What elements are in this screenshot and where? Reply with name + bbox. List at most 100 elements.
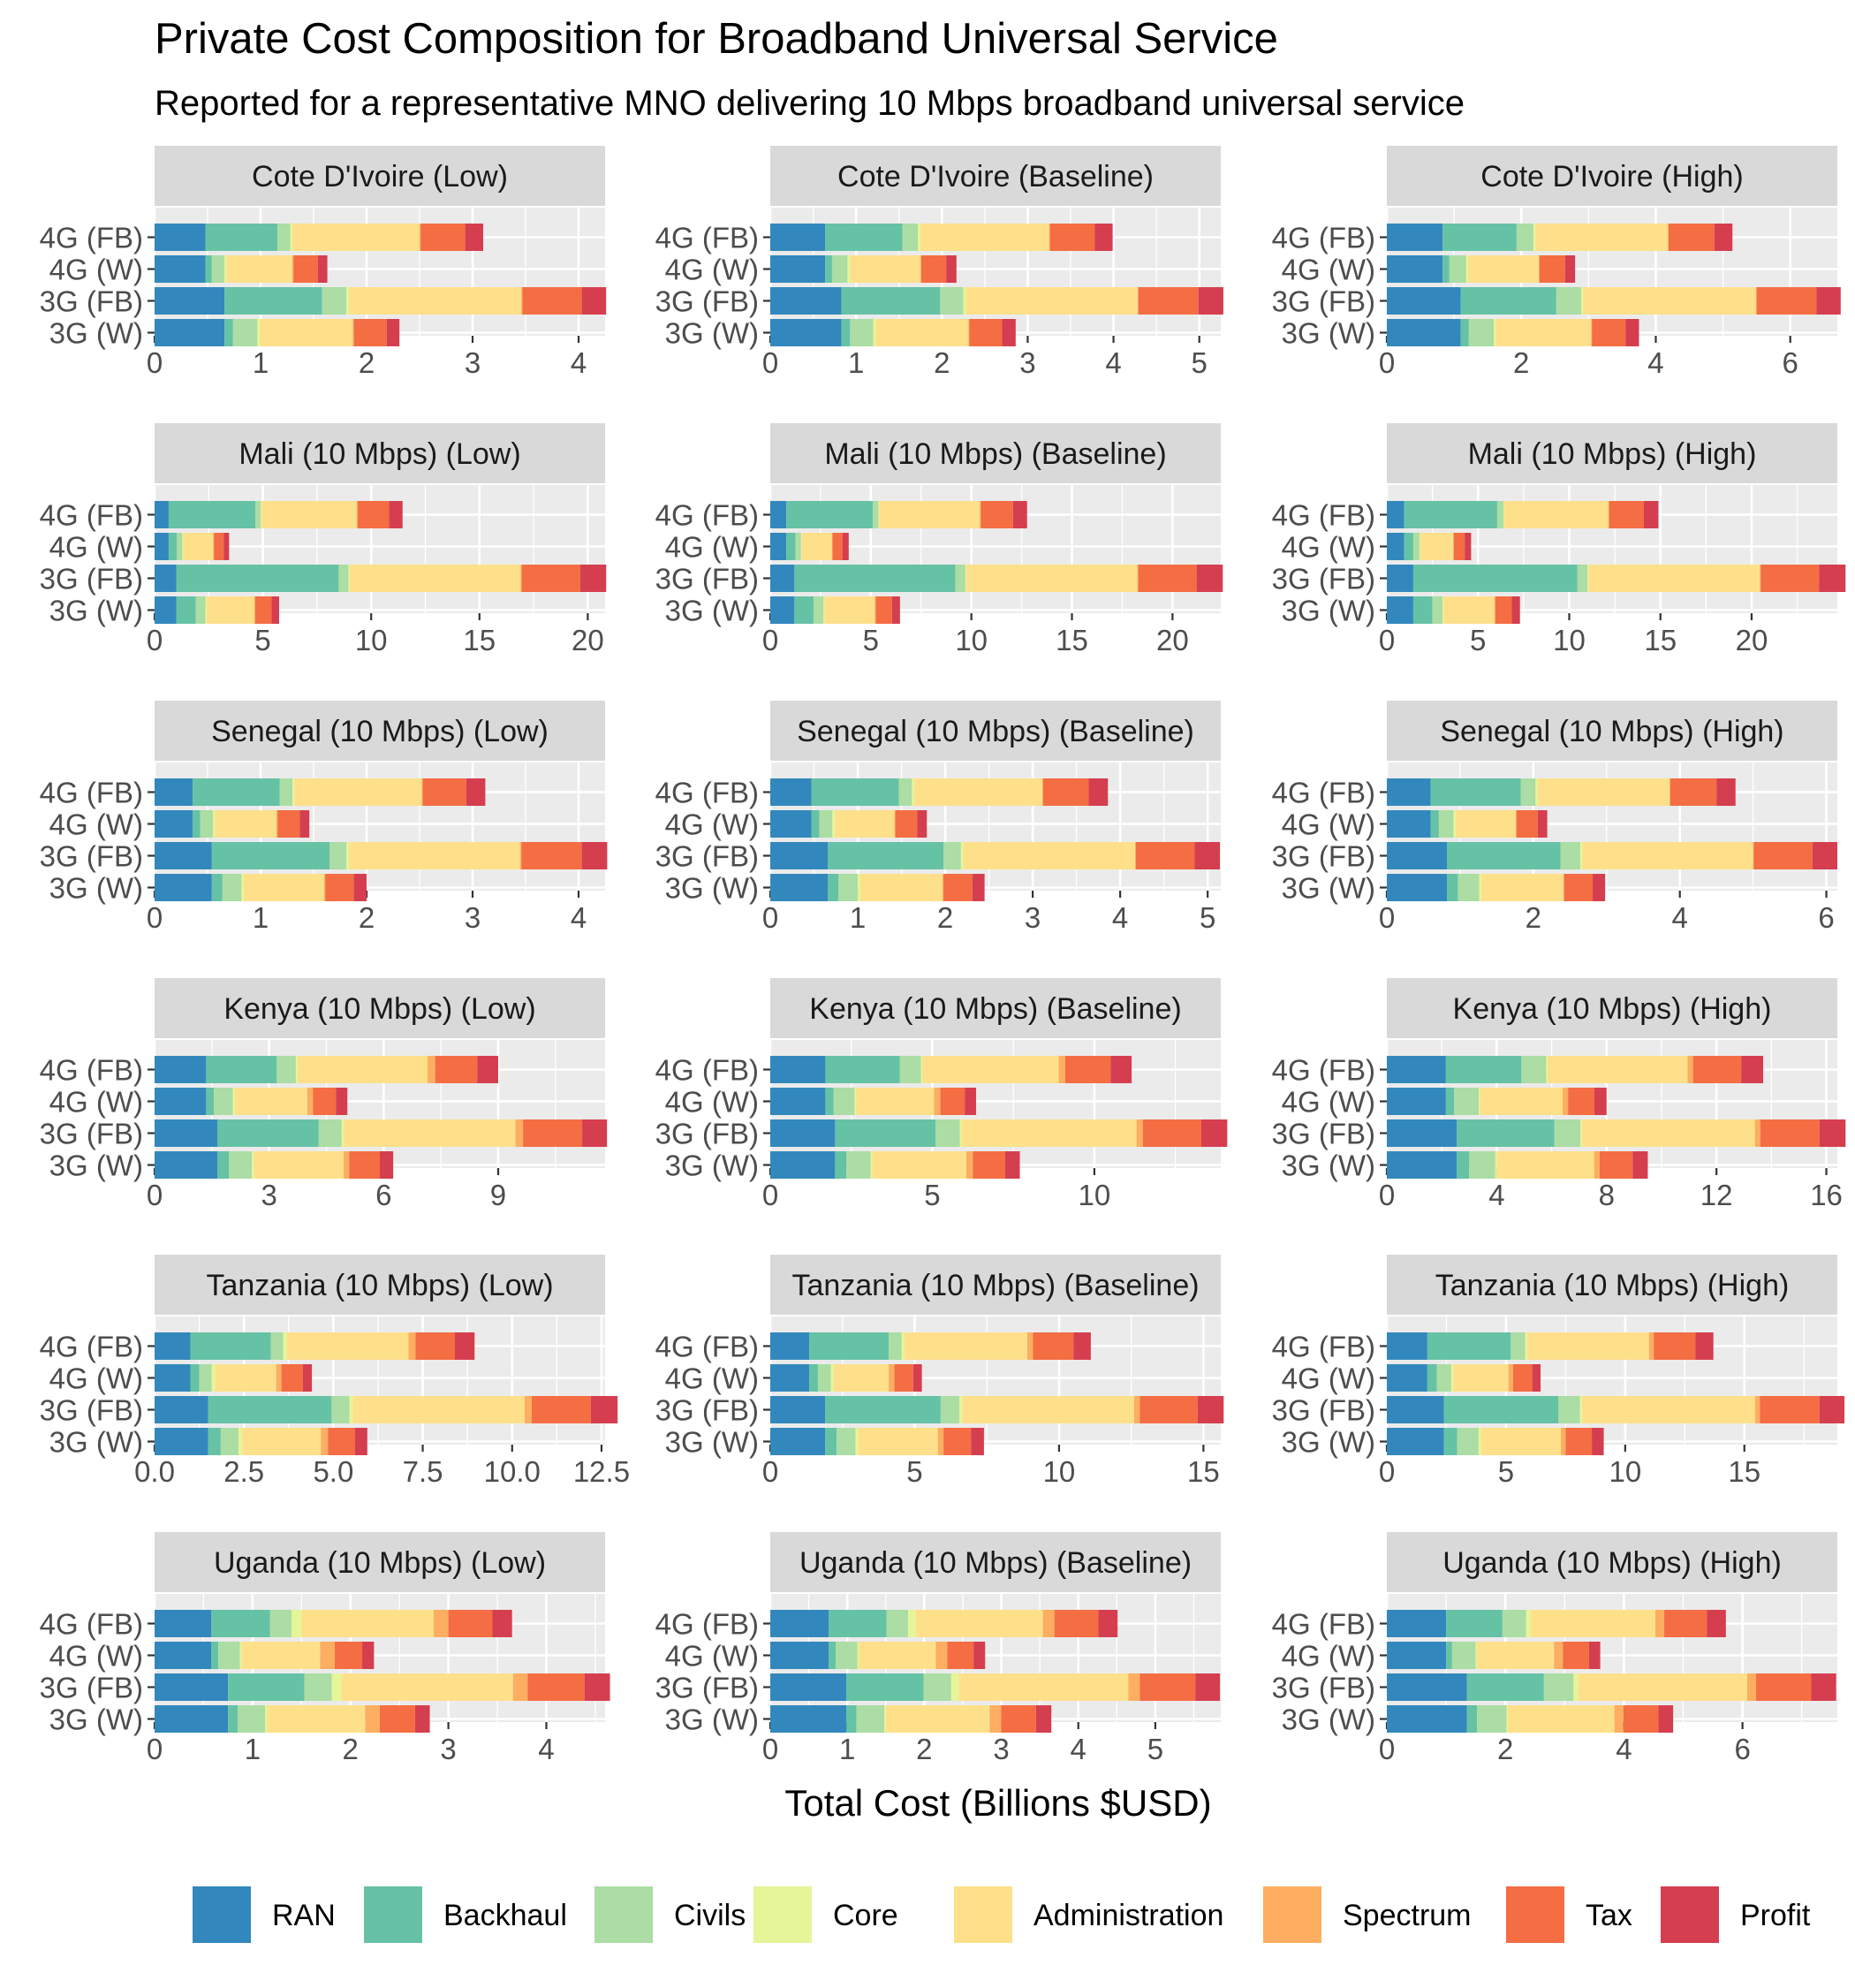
bar-segment-profit xyxy=(465,224,483,251)
bar-segment-administration xyxy=(206,596,254,624)
bar-segment-backhaul xyxy=(168,533,178,560)
bar-segment-core xyxy=(870,1151,873,1179)
legend-item-ran: RAN xyxy=(193,1886,336,1943)
bar-segment-core xyxy=(224,255,227,283)
y-tick-label: 3G (FB) xyxy=(40,1394,143,1427)
bar-segment-core xyxy=(205,596,207,624)
bar-segment-civils xyxy=(943,842,961,869)
x-tick-label: 15 xyxy=(1728,1455,1760,1488)
bar-segment-administration xyxy=(1507,1705,1615,1733)
y-tick-label: 3G (W) xyxy=(1282,1150,1375,1182)
y-tick-label: 3G (W) xyxy=(49,595,143,627)
bar-segment-administration xyxy=(875,319,969,346)
legend-item-core: Core xyxy=(753,1886,898,1943)
bar-segment-civils xyxy=(1412,533,1420,560)
panel-strip xyxy=(770,146,1221,206)
bar-segment-core xyxy=(1453,810,1456,838)
x-tick-label: 2 xyxy=(1497,1733,1513,1765)
bar-segment-spectrum xyxy=(408,1332,416,1360)
bar-segment-civils xyxy=(1560,842,1580,869)
bar-segment-spectrum xyxy=(343,1151,350,1179)
panel-strip xyxy=(155,1255,605,1315)
bar-segment-civils xyxy=(819,810,833,838)
bar-segment-administration xyxy=(234,1088,307,1115)
bar-segment-profit xyxy=(386,319,400,346)
bar-segment-core xyxy=(265,1705,268,1733)
bar-segment-ran xyxy=(1387,874,1447,901)
bar-segment-civils xyxy=(813,596,824,624)
bar-segment-civils xyxy=(833,1088,855,1115)
bar-segment-spectrum xyxy=(935,1642,948,1669)
bar-segment-profit xyxy=(842,533,849,560)
bar-segment-tax xyxy=(325,874,354,901)
bar-segment-administration xyxy=(343,1119,516,1147)
bar-segment-tax xyxy=(1049,224,1095,251)
panel-senegal-10-mbps-high: Senegal (10 Mbps) (High) 0 2 4 6 4G (FB)4G (W… xyxy=(1272,701,1837,934)
bar-segment-civils xyxy=(269,1610,292,1637)
x-tick-label: 4 xyxy=(571,346,587,379)
y-tick-label: 4G (FB) xyxy=(655,1331,759,1363)
bar-segment-core xyxy=(878,501,880,528)
x-tick-label: 10 xyxy=(355,624,388,656)
panel-tanzania-10-mbps-high: Tanzania (10 Mbps) (High) 0 5 10 15 4G (FB)4G… xyxy=(1272,1255,1845,1488)
bar-segment-ran xyxy=(155,565,177,592)
bar-segment-spectrum xyxy=(1668,224,1669,251)
bar-segment-tax xyxy=(1664,1610,1707,1637)
bar-segment-administration xyxy=(267,1705,366,1733)
bar-segment-core xyxy=(855,1428,859,1455)
y-tick-label: 3G (FB) xyxy=(1272,285,1375,318)
bar-segment-civils xyxy=(318,1119,342,1147)
bar-segment-administration xyxy=(341,1673,513,1701)
y-tick-label: 4G (W) xyxy=(1282,1086,1375,1119)
bar-segment-civils xyxy=(276,1056,296,1083)
y-tick-label: 4G (FB) xyxy=(40,1608,143,1641)
bar-segment-spectrum xyxy=(1614,1705,1624,1733)
bar-segment-ran xyxy=(770,1428,826,1455)
bar-segment-profit xyxy=(1098,1610,1118,1637)
bar-segment-core xyxy=(960,842,964,869)
bar-segment-tax xyxy=(1753,842,1813,869)
y-tick-label: 3G (FB) xyxy=(1272,563,1375,596)
bar-segment-civils xyxy=(1468,319,1495,346)
bar-segment-core xyxy=(1535,778,1538,806)
bar-segment-backhaul xyxy=(206,1088,214,1115)
bar-segment-civils xyxy=(220,1428,239,1455)
bar-segment-profit xyxy=(1465,533,1472,560)
bar-segment-civils xyxy=(886,1610,909,1637)
bar-segment-spectrum xyxy=(352,319,354,346)
panel-tanzania-10-mbps-low: Tanzania (10 Mbps) (Low) 0.0 2.5 5.0 7.5 10.0… xyxy=(40,1255,630,1488)
bar-segment-tax xyxy=(293,255,318,283)
bar-segment-profit xyxy=(1588,1642,1601,1669)
bar-segment-ran xyxy=(770,778,812,806)
x-tick-label: 3 xyxy=(1019,346,1035,379)
bar-segment-ran xyxy=(770,1705,847,1733)
bar-segment-profit xyxy=(1088,778,1109,806)
bar-segment-backhaul xyxy=(228,1673,305,1701)
bar-segment-profit xyxy=(466,778,486,806)
bar-segment-civils xyxy=(277,224,291,251)
bar-segment-administration xyxy=(1443,596,1495,624)
panel-strip xyxy=(1387,423,1837,483)
y-tick-label: 3G (W) xyxy=(1282,1426,1375,1459)
y-tick-label: 4G (W) xyxy=(49,1086,143,1119)
y-tick-label: 3G (W) xyxy=(1282,872,1375,905)
bar-segment-spectrum xyxy=(1594,1151,1601,1179)
bar-segment-spectrum xyxy=(965,1151,973,1179)
bar-segment-spectrum xyxy=(512,1673,528,1701)
bar-segment-administration xyxy=(824,596,875,624)
bar-segment-civils xyxy=(940,1396,960,1423)
bar-segment-tax xyxy=(1142,1119,1201,1147)
bar-segment-profit xyxy=(477,1056,498,1083)
bar-segment-backhaul xyxy=(1445,1056,1522,1083)
y-tick-label: 4G (FB) xyxy=(1272,1054,1375,1087)
x-tick-label: 0 xyxy=(1379,1455,1395,1488)
bar-segment-tax xyxy=(1600,1151,1633,1179)
bar-segment-administration xyxy=(1455,810,1516,838)
bar-segment-profit xyxy=(1196,565,1223,592)
bar-segment-profit xyxy=(1195,1673,1221,1701)
bar-segment-backhaul xyxy=(217,1119,319,1147)
bar-segment-ran xyxy=(1387,1056,1446,1083)
bar-segment-tax xyxy=(1516,810,1538,838)
x-tick-label: 7.5 xyxy=(403,1455,443,1488)
bar-segment-backhaul xyxy=(841,287,941,315)
